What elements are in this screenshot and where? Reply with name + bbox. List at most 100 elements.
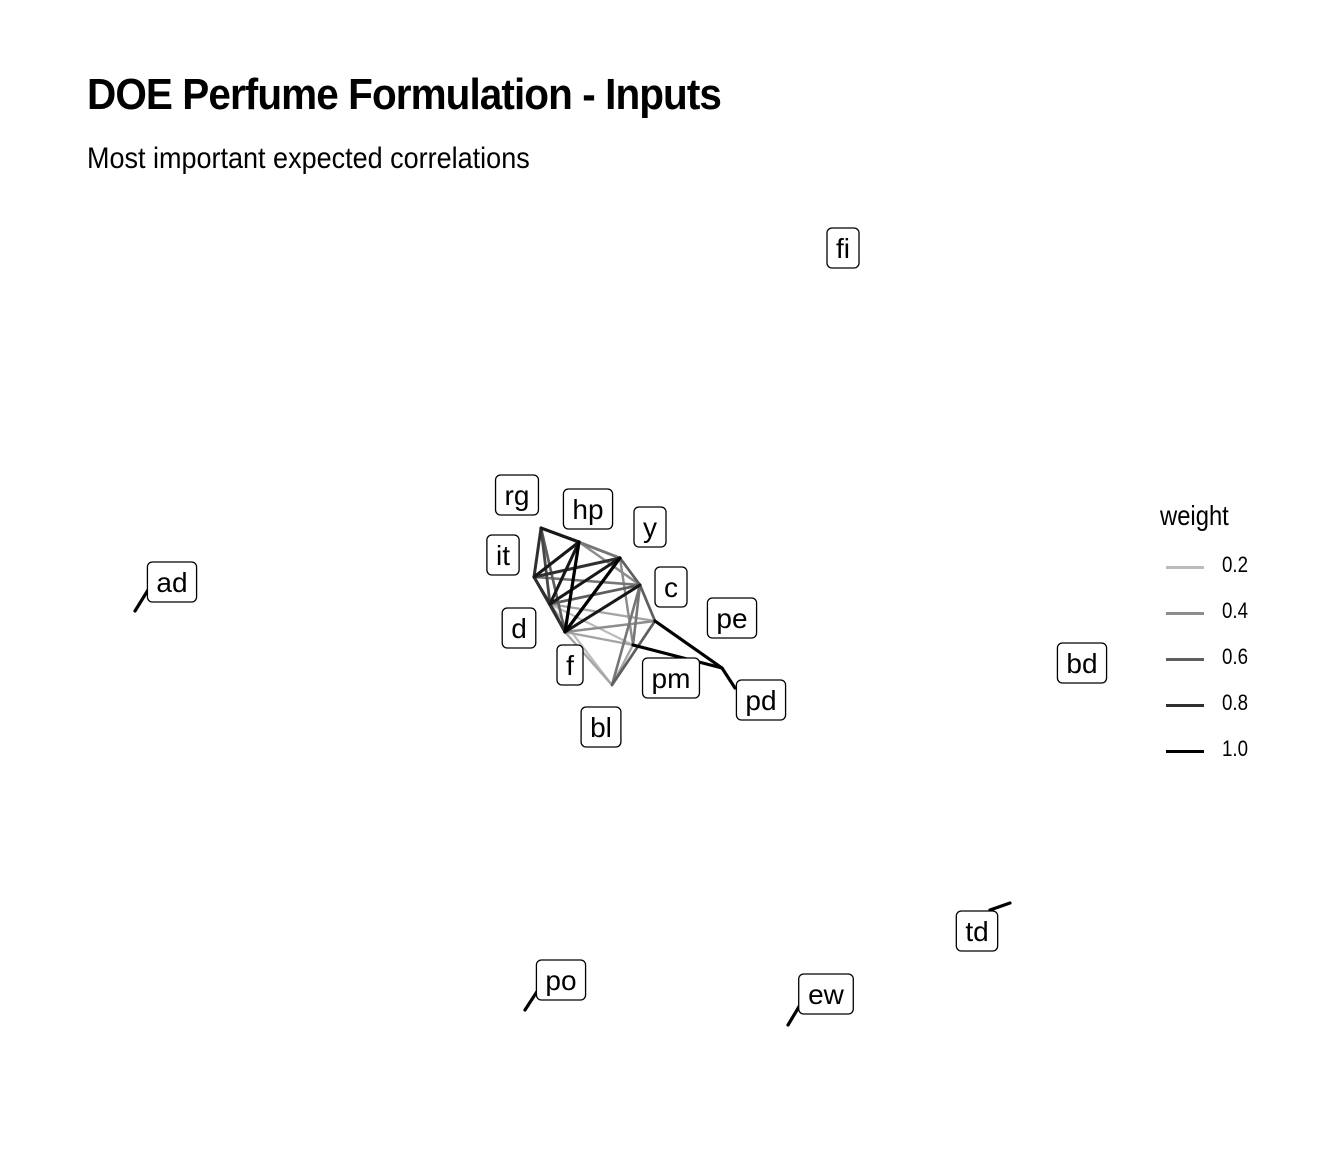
node-box	[535, 959, 587, 1001]
node-f: f	[556, 644, 584, 686]
node-box	[706, 597, 758, 639]
edge-hp-it	[532, 540, 581, 579]
edge-rg-hp	[539, 526, 581, 544]
edge-d-f	[548, 602, 567, 634]
node-label: ew	[808, 979, 845, 1010]
legend-label: 0.4	[1222, 598, 1249, 623]
node-c: c	[654, 566, 688, 608]
edge-it-d	[532, 575, 552, 606]
node-label: it	[496, 540, 510, 571]
node-ew: ew	[798, 973, 854, 1015]
legend-item: 0.6	[1160, 636, 1320, 682]
legend-item: 0.2	[1160, 544, 1320, 590]
edge-c-f	[563, 583, 642, 634]
node-hp: hp	[562, 488, 614, 530]
node-pd: pd	[735, 679, 787, 721]
node-label: pd	[745, 685, 776, 716]
node-box	[501, 607, 537, 649]
edge-hp-f	[563, 540, 581, 634]
node-bl: bl	[580, 706, 622, 748]
edge-y-it	[532, 556, 622, 579]
node-box	[654, 566, 688, 608]
node-label: bd	[1066, 648, 1097, 679]
node-box	[580, 706, 622, 748]
node-box	[798, 973, 854, 1015]
node-y: y	[633, 506, 667, 548]
node-box	[562, 488, 614, 530]
node-layer: rg hp y it c d pe f pm pd bl ad fi bd td po ew	[146, 227, 1108, 1015]
legend-swatch	[1166, 704, 1204, 707]
node-fi: fi	[826, 227, 860, 269]
node-box	[486, 534, 520, 576]
legend-swatch	[1166, 750, 1204, 753]
legend-label: 0.6	[1222, 644, 1249, 669]
node-po: po	[535, 959, 587, 1001]
node-box	[826, 227, 860, 269]
node-box	[1056, 642, 1108, 684]
node-box	[735, 679, 787, 721]
node-label: fi	[836, 233, 850, 264]
node-box	[556, 644, 584, 686]
node-rg: rg	[494, 474, 540, 516]
edge-hp-d	[548, 540, 581, 606]
node-td: td	[955, 910, 999, 952]
legend-label: 1.0	[1222, 736, 1249, 761]
node-label: bl	[590, 712, 612, 743]
node-label: ad	[156, 567, 187, 598]
node-pm: pm	[641, 657, 701, 699]
legend-swatch	[1166, 612, 1204, 615]
edge-y-f	[563, 556, 622, 634]
node-label: rg	[505, 480, 530, 511]
node-label: y	[643, 512, 657, 543]
node-box	[633, 506, 667, 548]
node-ad: ad	[146, 561, 198, 603]
edge-rg-d	[539, 526, 552, 606]
node-bd: bd	[1056, 642, 1108, 684]
chart-subtitle: Most important expected correlations	[87, 142, 530, 175]
edge-pe-bl	[610, 619, 657, 687]
edge-c-pe	[638, 583, 657, 623]
edge-c-d	[548, 583, 642, 606]
node-it: it	[486, 534, 520, 576]
edge-pe-pd	[653, 619, 724, 670]
edge-y-c	[618, 556, 642, 587]
self-loop-ad	[133, 588, 150, 613]
edge-y-d	[548, 556, 622, 606]
edge-hp-y	[577, 540, 622, 560]
self-loop-ew	[786, 1003, 802, 1027]
node-pe: pe	[706, 597, 758, 639]
edge-y-pm	[618, 556, 635, 647]
legend-label: 0.2	[1222, 552, 1249, 577]
node-label: pm	[652, 663, 691, 694]
self-loop-td	[988, 901, 1012, 912]
edge-d-pm	[548, 602, 635, 647]
node-label: hp	[572, 494, 603, 525]
node-box	[641, 657, 701, 699]
legend-swatch	[1166, 566, 1204, 569]
node-label: pe	[716, 603, 747, 634]
edge-layer	[133, 526, 1012, 1027]
legend-item: 1.0	[1160, 728, 1320, 774]
node-label: d	[511, 613, 527, 644]
node-box	[146, 561, 198, 603]
edge-rg-f	[539, 526, 567, 634]
weight-legend: weight 0.2 0.4 0.6 0.8 1.0	[1160, 500, 1320, 774]
legend-item: 0.8	[1160, 682, 1320, 728]
node-label: c	[664, 572, 678, 603]
node-d: d	[501, 607, 537, 649]
node-label: td	[965, 916, 988, 947]
legend-item: 0.4	[1160, 590, 1320, 636]
edge-f-pm	[563, 630, 635, 647]
edge-pm-pd	[631, 643, 724, 670]
edge-c-pm	[631, 583, 642, 647]
chart-title: DOE Perfume Formulation - Inputs	[87, 70, 722, 119]
node-box	[494, 474, 540, 516]
edge-c-bl	[610, 583, 642, 687]
self-loop-pd	[720, 666, 737, 690]
edge-f-bl	[563, 630, 614, 687]
node-box	[955, 910, 999, 952]
edge-rg-it	[532, 526, 543, 579]
legend-label: 0.8	[1222, 690, 1249, 715]
node-label: po	[545, 965, 576, 996]
